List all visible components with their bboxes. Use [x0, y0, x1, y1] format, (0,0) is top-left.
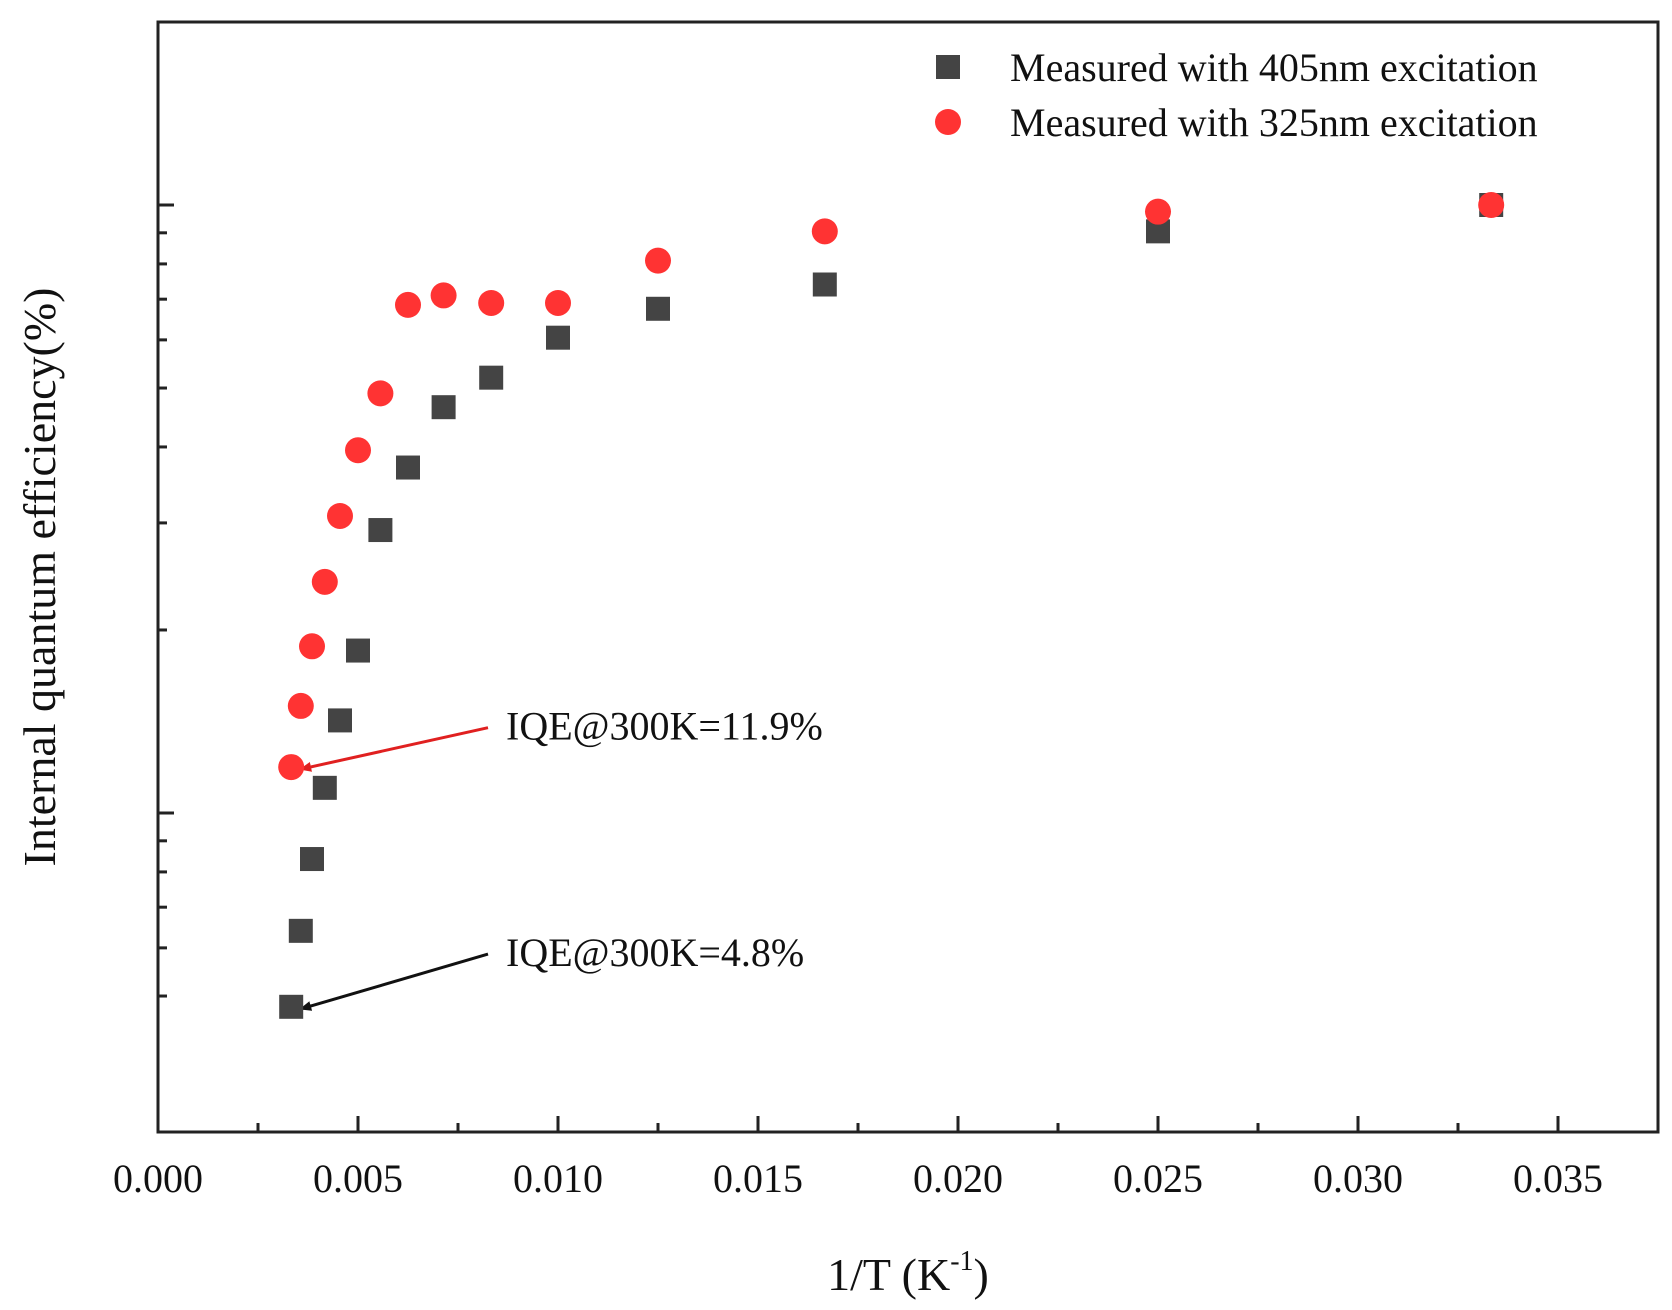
axis-ticks: 0.000 0.005 0.010 0.015 0.020 0.025 0.030 0.035: [113, 203, 1603, 1201]
data-point-405nm: [288, 918, 313, 943]
data-point-325nm: [1478, 192, 1505, 218]
annotation-label: IQE@300K=4.8%: [506, 930, 804, 975]
legend-label: Measured with 405nm excitation: [1010, 45, 1538, 90]
annotation-arrow: [299, 726, 489, 772]
x-axis-title-suffix: ): [974, 1249, 989, 1300]
data-point-405nm: [328, 708, 352, 733]
annotations: IQE@300K=11.9% IQE@300K=4.8%: [299, 704, 823, 1011]
data-point-325nm: [811, 218, 838, 245]
data-point-325nm: [478, 289, 505, 316]
data-point-325nm: [645, 247, 671, 274]
data-point-405nm: [279, 994, 304, 1019]
data-point-325nm: [311, 568, 338, 595]
x-tick-label: 0.015: [713, 1156, 803, 1201]
x-tick-label: 0.005: [313, 1156, 403, 1201]
x-tick-label: 0.030: [1313, 1156, 1403, 1201]
data-marks: [278, 192, 1505, 1019]
data-point-325nm: [278, 754, 305, 781]
data-point-325nm: [1145, 198, 1171, 225]
data-point-325nm: [299, 633, 325, 660]
data-point-325nm: [367, 380, 394, 407]
legend-circle-marker: [935, 109, 961, 135]
data-point-325nm: [395, 291, 421, 318]
legend: Measured with 405nm excitation Measured w…: [935, 45, 1538, 145]
data-point-325nm: [287, 692, 314, 719]
x-axis-title-superscript: -1: [950, 1246, 973, 1277]
data-point-325nm: [545, 289, 571, 316]
data-point-405nm: [300, 847, 324, 872]
y-axis-title: Internal quantum efficiency(%): [14, 288, 65, 867]
data-point-325nm: [327, 502, 353, 529]
data-point-325nm: [345, 437, 371, 464]
plot-frame: [156, 20, 1660, 1134]
data-point-405nm: [431, 395, 456, 420]
legend-square-marker: [936, 55, 960, 79]
x-tick-label: 0.020: [913, 1156, 1003, 1201]
data-point-405nm: [346, 638, 370, 663]
annotation-label: IQE@300K=11.9%: [506, 704, 823, 749]
annotation-arrow: [299, 952, 489, 1011]
x-axis-title-main: 1/T (K: [827, 1249, 950, 1300]
data-point-405nm: [396, 455, 420, 480]
legend-label: Measured with 325nm excitation: [1010, 100, 1538, 145]
x-axis-title: 1/T (K-1): [827, 1246, 989, 1300]
x-tick-label: 0.000: [113, 1156, 203, 1201]
data-point-405nm: [812, 272, 837, 297]
x-tick-label: 0.010: [513, 1156, 603, 1201]
data-point-405nm: [312, 775, 337, 800]
data-point-405nm: [368, 518, 393, 543]
data-point-405nm: [646, 296, 670, 321]
data-point-325nm: [430, 282, 457, 309]
x-tick-label: 0.025: [1113, 1156, 1203, 1201]
data-point-405nm: [546, 325, 570, 350]
data-point-405nm: [479, 365, 504, 390]
x-tick-label: 0.035: [1513, 1156, 1603, 1201]
